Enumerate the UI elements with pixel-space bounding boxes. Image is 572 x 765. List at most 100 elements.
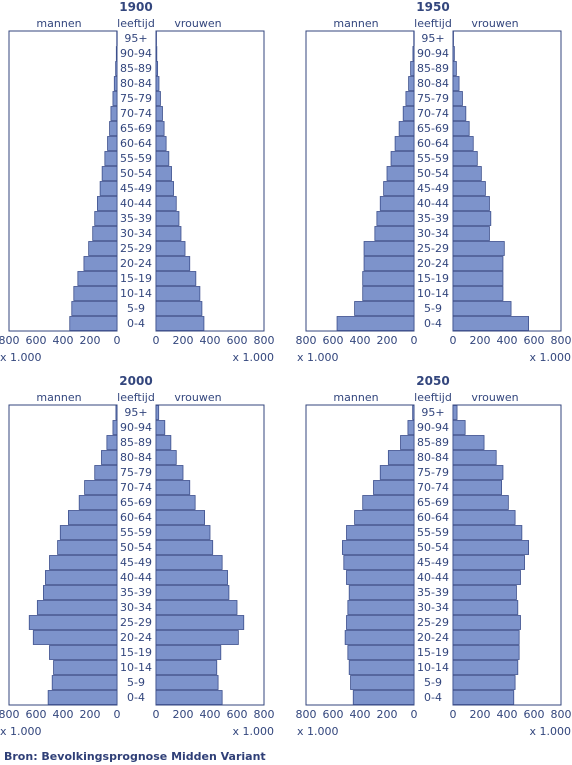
women-label-3: vrouwen [174,391,221,404]
multiplier-men-3: x 1.000 [0,725,42,738]
age-tick-45-49: 45-49 [120,556,152,569]
x-tick-3: 200 [377,334,398,347]
age-tick-90-94: 90-94 [120,421,152,434]
bar-men-50-54 [386,166,415,181]
age-tick-50-54: 50-54 [120,167,152,180]
bar-women-45-49 [155,555,223,570]
x-tick-6: 200 [173,708,194,721]
bar-men-60-64 [107,136,118,151]
bar-men-40-44 [97,196,118,211]
bar-men-60-64 [394,136,415,151]
bar-women-30-34 [155,226,182,241]
bar-men-15-19 [77,271,118,286]
age-tick-15-19: 15-19 [120,646,152,659]
bar-women-95+ [452,405,458,420]
bar-men-5-9 [350,675,415,690]
plot-frame-women-2 [452,30,562,332]
x-tick-4: 0 [114,708,121,721]
bar-women-60-64 [155,136,167,151]
age-tick-5-9: 5-9 [424,302,442,315]
x-tick-1: 600 [26,334,47,347]
bar-women-70-74 [452,480,502,495]
bar-men-80-84 [387,450,415,465]
x-tick-4: 0 [411,334,418,347]
age-tick-40-44: 40-44 [120,197,152,210]
bar-men-30-34 [92,226,118,241]
bar-men-0-4 [336,316,415,331]
x-tick-7: 400 [200,334,221,347]
men-label-1: mannen [36,17,81,30]
bar-women-90-94 [155,420,166,435]
bar-women-30-34 [155,600,238,615]
age-tick-25-29: 25-29 [417,616,449,629]
plot-frame-women-1 [155,30,265,332]
age-tick-25-29: 25-29 [120,616,152,629]
bar-men-35-39 [348,585,415,600]
bar-women-80-84 [452,76,460,91]
bar-men-45-49 [383,181,415,196]
bar-women-15-19 [452,645,520,660]
age-tick-90-94: 90-94 [417,421,449,434]
bar-men-55-59 [390,151,415,166]
x-tick-3: 200 [377,708,398,721]
age-tick-40-44: 40-44 [417,197,449,210]
age-tick-85-89: 85-89 [417,436,449,449]
age-tick-0-4: 0-4 [127,691,145,704]
bar-men-10-14 [73,286,118,301]
bar-men-85-89 [410,61,415,76]
x-tick-7: 400 [497,708,518,721]
bar-men-95+ [115,405,118,420]
x-tick-2: 400 [53,708,74,721]
bar-men-50-54 [342,540,415,555]
age-tick-20-24: 20-24 [417,631,449,644]
bar-women-35-39 [452,211,492,226]
age-tick-60-64: 60-64 [417,137,449,150]
age-tick-35-39: 35-39 [120,212,152,225]
bar-women-25-29 [452,615,521,630]
bar-women-10-14 [452,286,504,301]
bar-men-70-74 [110,106,118,121]
bar-men-55-59 [346,525,415,540]
age-tick-45-49: 45-49 [120,182,152,195]
multiplier-women-3: x 1.000 [233,725,275,738]
x-tick-7: 400 [200,708,221,721]
bar-women-0-4 [155,690,223,705]
bar-women-95+ [155,31,157,46]
bar-men-65-69 [362,495,415,510]
age-tick-75-79: 75-79 [417,466,449,479]
bar-men-45-49 [99,181,118,196]
men-label-3: mannen [36,391,81,404]
bar-men-85-89 [106,435,118,450]
x-tick-8: 600 [227,708,248,721]
age-tick-95+: 95+ [421,406,444,419]
bar-men-65-69 [78,495,118,510]
age-tick-35-39: 35-39 [120,586,152,599]
age-tick-95+: 95+ [124,32,147,45]
age-tick-85-89: 85-89 [120,436,152,449]
age-tick-55-59: 55-59 [120,152,152,165]
bar-men-55-59 [104,151,118,166]
bar-women-25-29 [155,615,245,630]
bar-men-50-54 [101,166,118,181]
x-tick-5: 0 [450,334,457,347]
bar-women-50-54 [452,540,529,555]
plot-frame-men-2 [305,30,415,332]
bar-women-30-34 [452,226,490,241]
bar-men-30-34 [36,600,118,615]
age-label-2: leeftijd [414,17,452,30]
age-tick-75-79: 75-79 [120,92,152,105]
bar-men-10-14 [53,660,118,675]
age-tick-25-29: 25-29 [417,242,449,255]
chart-title-2: 1950 [416,0,449,14]
bar-men-75-79 [379,465,415,480]
bar-men-65-69 [398,121,415,136]
bar-men-40-44 [45,570,118,585]
age-tick-70-74: 70-74 [120,481,152,494]
bar-women-75-79 [155,91,161,106]
bar-men-80-84 [113,76,118,91]
women-label-2: vrouwen [471,17,518,30]
bar-men-70-74 [84,480,118,495]
bar-men-20-24 [344,630,415,645]
bar-men-75-79 [112,91,118,106]
